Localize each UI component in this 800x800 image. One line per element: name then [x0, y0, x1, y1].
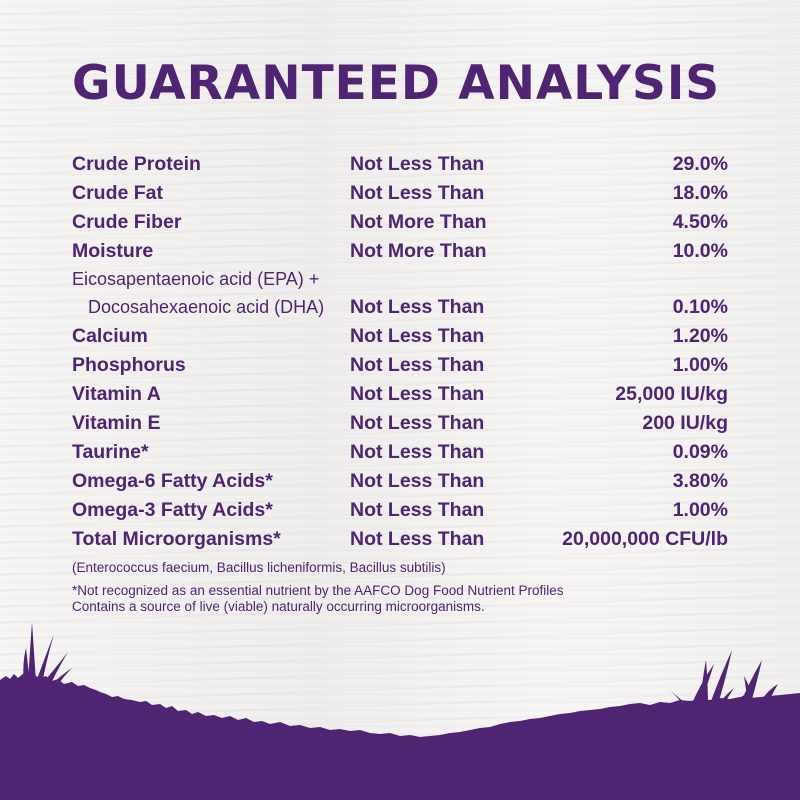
table-row: Total Microorganisms* Not Less Than 20,0… — [72, 525, 728, 553]
table-row: Calcium Not Less Than 1.20% — [72, 322, 728, 350]
nutrient-name: Moisture — [72, 240, 154, 262]
aafco-footnote: *Not recognized as an essential nutrient… — [72, 583, 564, 598]
live-microorganisms-footnote: Contains a source of live (viable) natur… — [72, 599, 485, 614]
grass-silhouette-icon — [0, 622, 800, 800]
nutrient-qualifier: Not Less Than — [350, 182, 485, 204]
nutrient-value: 1.00% — [672, 354, 728, 376]
nutrient-name: Docosahexaenoic acid (DHA) — [88, 297, 325, 317]
nutrient-name: Crude Fiber — [72, 211, 182, 233]
nutrient-name: Crude Fat — [72, 182, 164, 204]
table-row: Crude Fat Not Less Than 18.0% — [72, 179, 728, 207]
nutrient-qualifier: Not Less Than — [350, 412, 485, 434]
table-row: Moisture Not More Than 10.0% — [72, 237, 728, 265]
table-row: Taurine* Not Less Than 0.09% — [72, 438, 728, 466]
table-row: Vitamin E Not Less Than 200 IU/kg — [72, 409, 728, 437]
nutrient-qualifier: Not Less Than — [350, 153, 485, 175]
nutrient-qualifier: Not Less Than — [350, 354, 485, 376]
nutrient-value: 3.80% — [672, 470, 728, 492]
nutrient-qualifier: Not Less Than — [350, 441, 485, 463]
nutrient-value: 20,000,000 CFU/lb — [562, 528, 728, 550]
nutrient-name: Eicosapentaenoic acid (EPA) + — [72, 269, 320, 289]
nutrient-qualifier: Not More Than — [350, 211, 487, 233]
page-title: GUARANTEED ANALYSIS — [72, 56, 721, 111]
nutrient-qualifier: Not Less Than — [350, 383, 485, 405]
table-row: Vitamin A Not Less Than 25,000 IU/kg — [72, 380, 728, 408]
nutrient-qualifier: Not Less Than — [350, 325, 485, 347]
nutrient-value: 25,000 IU/kg — [615, 383, 728, 405]
nutrient-qualifier: Not Less Than — [350, 528, 485, 550]
nutrient-qualifier: Not Less Than — [350, 470, 485, 492]
nutrient-value: 1.20% — [672, 325, 728, 347]
nutrient-qualifier: Not Less Than — [350, 499, 485, 521]
nutrient-name: Calcium — [72, 325, 148, 347]
nutrient-value: 0.10% — [672, 296, 728, 318]
nutrient-name: Omega-6 Fatty Acids* — [72, 470, 273, 492]
nutrient-name: Omega-3 Fatty Acids* — [72, 499, 273, 521]
nutrient-value: 18.0% — [672, 182, 728, 204]
nutrient-name: Phosphorus — [72, 354, 186, 376]
nutrient-name: Vitamin E — [72, 412, 161, 434]
nutrient-value: 0.09% — [672, 441, 728, 463]
nutrient-name: Crude Protein — [72, 153, 201, 175]
table-row: Crude Protein Not Less Than 29.0% — [72, 150, 728, 178]
table-row: Crude Fiber Not More Than 4.50% — [72, 208, 728, 236]
nutrient-value: 200 IU/kg — [642, 412, 728, 434]
nutrient-name: Total Microorganisms* — [72, 528, 281, 550]
nutrient-value: 4.50% — [672, 211, 728, 233]
table-row: Phosphorus Not Less Than 1.00% — [72, 351, 728, 379]
nutrient-value: 29.0% — [672, 153, 728, 175]
nutrient-qualifier: Not Less Than — [350, 296, 485, 318]
nutrient-name: Taurine* — [72, 441, 149, 463]
table-row: Omega-6 Fatty Acids* Not Less Than 3.80% — [72, 467, 728, 495]
table-row: Eicosapentaenoic acid (EPA) + — [72, 265, 728, 293]
table-row: Omega-3 Fatty Acids* Not Less Than 1.00% — [72, 496, 728, 524]
nutrient-value: 1.00% — [672, 499, 728, 521]
nutrient-value: 10.0% — [672, 240, 728, 262]
nutrient-qualifier: Not More Than — [350, 240, 487, 262]
table-row: Docosahexaenoic acid (DHA) Not Less Than… — [72, 293, 728, 321]
microorganism-species-note: (Enterococcus faecium, Bacillus lichenif… — [72, 560, 446, 575]
nutrient-name: Vitamin A — [72, 383, 161, 405]
